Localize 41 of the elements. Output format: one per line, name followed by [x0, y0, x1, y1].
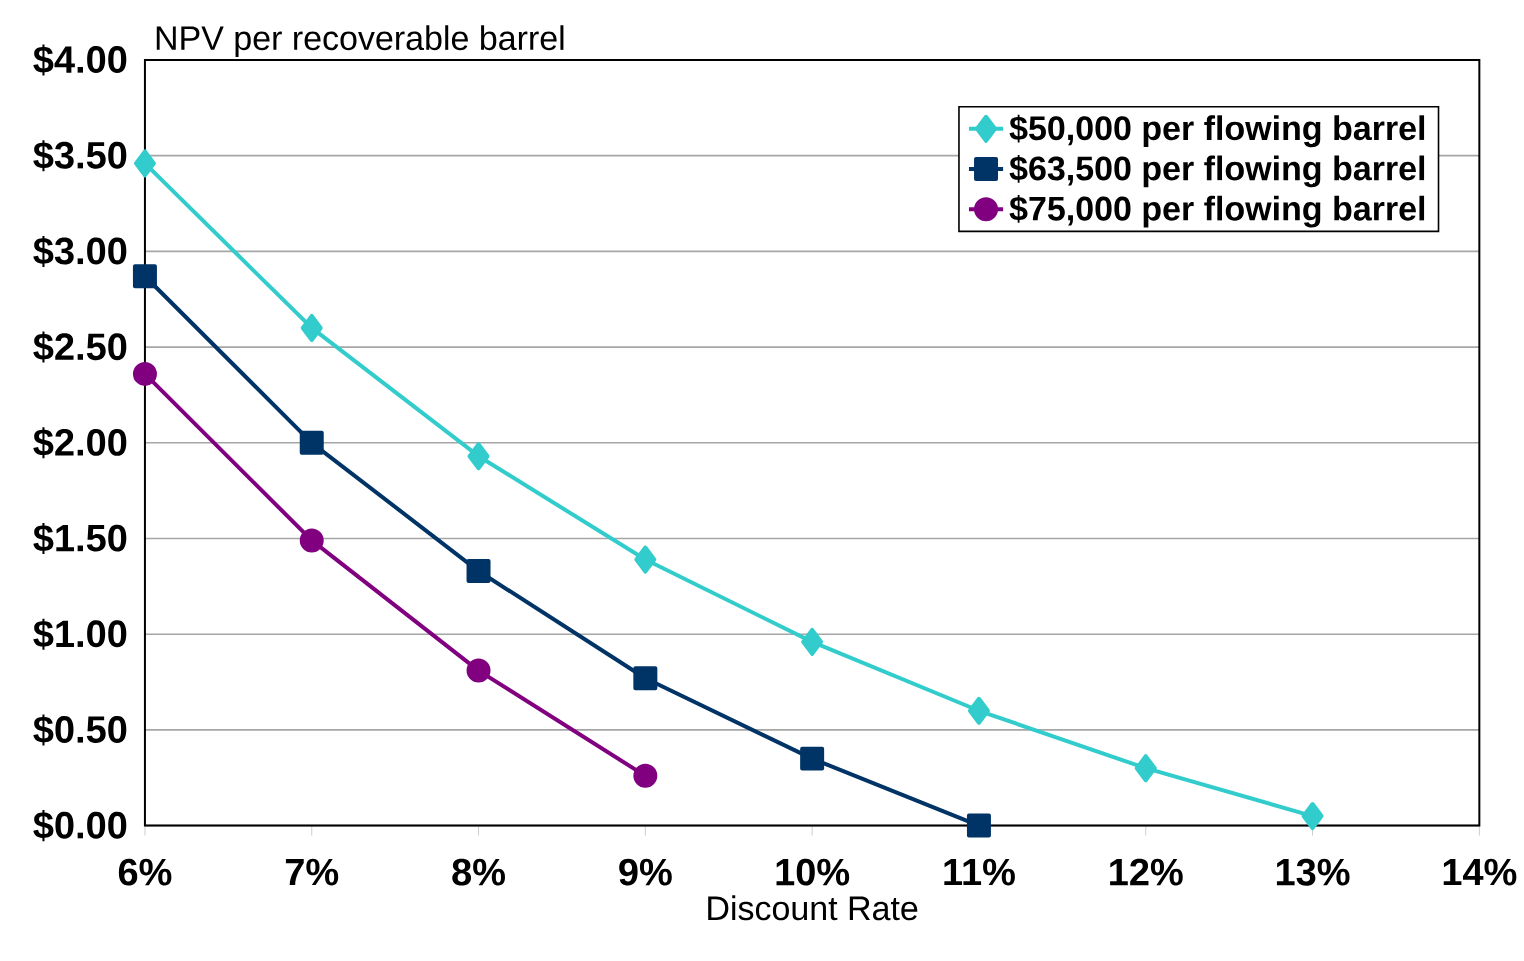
point [132, 362, 157, 387]
point [801, 628, 824, 657]
y-tick-label: $4.00 [33, 44, 127, 76]
point [967, 697, 990, 725]
x-tick-label: 10% [776, 858, 850, 886]
point [466, 658, 491, 683]
point [1134, 754, 1157, 783]
x-tick-label: 13% [1276, 858, 1350, 886]
point [634, 545, 657, 574]
y-tick-label: $1.50 [33, 523, 127, 555]
point [299, 528, 324, 553]
y-tick-label: $2.50 [33, 331, 127, 363]
point [966, 813, 991, 838]
y-tick-label: $3.50 [33, 140, 127, 172]
point [1301, 802, 1324, 831]
y-tick-label: $3.00 [33, 236, 127, 268]
point [300, 314, 323, 343]
point [132, 264, 157, 289]
y-tick-label: $2.00 [33, 427, 127, 459]
x-tick-label: 11% [944, 858, 1015, 886]
point [800, 746, 825, 771]
y-axis-title: NPV per recoverable barrel [156, 25, 564, 58]
y-tick-label: $0.50 [33, 714, 127, 746]
point [633, 666, 658, 691]
x-tick-label: 14% [1443, 858, 1517, 886]
x-tick-label: 12% [1110, 858, 1183, 886]
x-tick-label: 7% [285, 858, 339, 886]
y-tick-label: $1.00 [33, 618, 127, 650]
point [299, 431, 324, 456]
point [466, 559, 491, 584]
x-tick-label: 8% [452, 858, 505, 886]
legend-label: $75,000 per flowing barrel [1009, 195, 1425, 228]
y-tick-label: $0.00 [33, 810, 127, 842]
point [467, 442, 490, 471]
point [633, 764, 658, 789]
x-axis-title: Discount Rate [708, 895, 918, 921]
x-tick-label: 6% [118, 858, 172, 886]
legend-label: $50,000 per flowing barrel [1009, 114, 1425, 148]
x-tick-label: 9% [619, 858, 672, 886]
legend-label: $63,500 per flowing barrel [1009, 155, 1425, 188]
point [133, 149, 156, 178]
